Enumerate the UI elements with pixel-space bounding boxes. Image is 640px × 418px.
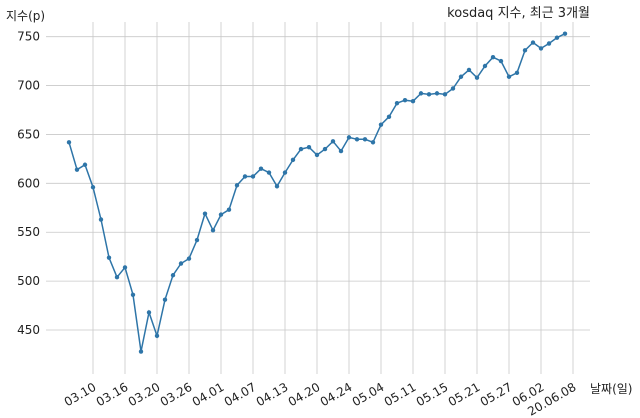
y-tick-label: 500 xyxy=(17,274,40,288)
data-point xyxy=(290,157,296,163)
data-point xyxy=(562,31,568,36)
x-tick-label: 03.16 xyxy=(94,380,131,409)
data-point xyxy=(66,140,72,145)
x-tick-label: 05.11 xyxy=(382,380,419,409)
data-point xyxy=(466,67,472,73)
x-tick-label: 04.24 xyxy=(318,380,355,409)
y-axis-label: 지수(p) xyxy=(6,9,45,23)
data-point xyxy=(418,91,424,96)
data-point xyxy=(130,292,136,297)
data-point xyxy=(314,152,320,158)
data-point xyxy=(474,75,480,80)
x-tick-label: 03.10 xyxy=(62,380,99,409)
data-point xyxy=(146,310,152,315)
data-point xyxy=(338,148,344,154)
chart-title: kosdaq 지수, 최근 3개월 xyxy=(447,6,590,21)
data-point xyxy=(82,162,88,167)
series xyxy=(66,31,568,354)
y-tick-label: 550 xyxy=(17,225,40,239)
data-point xyxy=(162,297,168,302)
data-point xyxy=(298,146,304,152)
data-point xyxy=(402,98,408,103)
data-point xyxy=(330,139,336,144)
y-tick-label: 450 xyxy=(17,323,40,337)
grid xyxy=(46,22,590,374)
data-point xyxy=(434,91,440,96)
data-point xyxy=(210,228,216,233)
data-point xyxy=(498,58,504,64)
data-point xyxy=(202,211,208,216)
data-point xyxy=(234,183,240,188)
data-point xyxy=(138,349,144,354)
x-axis-label: 날짜(일) xyxy=(590,382,632,396)
x-tick-label: 03.20 xyxy=(126,380,163,409)
data-point xyxy=(378,122,384,127)
data-point xyxy=(186,256,192,261)
y-tick-label: 650 xyxy=(17,127,40,141)
data-point xyxy=(554,35,560,40)
data-point xyxy=(450,86,456,91)
x-tick-label: 05.21 xyxy=(446,380,483,409)
data-point xyxy=(226,207,232,212)
data-point xyxy=(514,70,520,76)
data-point xyxy=(386,114,392,120)
data-point xyxy=(194,237,200,243)
y-tick-label: 700 xyxy=(17,79,40,93)
data-point xyxy=(170,273,176,278)
data-point xyxy=(282,170,288,175)
data-point xyxy=(242,174,248,179)
data-point xyxy=(154,333,160,339)
data-point xyxy=(530,40,536,45)
x-tick-label: 04.20 xyxy=(286,380,323,409)
data-point xyxy=(458,74,464,79)
x-tick-label: 05.27 xyxy=(478,380,515,409)
x-tick-label: 04.13 xyxy=(254,380,291,409)
x-tick-label: 04.01 xyxy=(190,380,227,409)
data-point xyxy=(346,135,352,140)
data-point xyxy=(250,174,256,179)
data-point xyxy=(74,167,80,172)
data-point xyxy=(538,46,544,51)
data-point xyxy=(370,140,376,145)
x-tick-label: 04.07 xyxy=(222,380,259,409)
data-point xyxy=(394,100,400,106)
data-point xyxy=(482,63,488,69)
data-point xyxy=(218,212,224,217)
data-point xyxy=(506,74,512,79)
data-point xyxy=(362,137,368,142)
data-point xyxy=(274,184,280,189)
data-point xyxy=(426,92,432,97)
data-point xyxy=(410,99,416,104)
data-point xyxy=(490,55,496,60)
x-tick-label: 05.15 xyxy=(414,380,451,409)
data-point xyxy=(106,255,112,260)
data-point xyxy=(546,41,552,46)
x-tick-label: 03.26 xyxy=(158,380,195,409)
data-point xyxy=(122,265,128,270)
data-point xyxy=(522,48,528,53)
data-point xyxy=(354,137,360,142)
data-point xyxy=(306,144,312,150)
data-point xyxy=(90,185,96,190)
data-point xyxy=(258,166,264,171)
data-point xyxy=(442,92,448,97)
data-point xyxy=(266,170,272,175)
data-point xyxy=(98,217,104,222)
y-tick-label: 600 xyxy=(17,176,40,190)
x-tick-label: 05.04 xyxy=(350,380,387,409)
y-tick-label: 750 xyxy=(17,30,40,44)
data-point xyxy=(178,261,184,266)
data-point xyxy=(322,146,328,152)
data-point xyxy=(114,275,120,280)
